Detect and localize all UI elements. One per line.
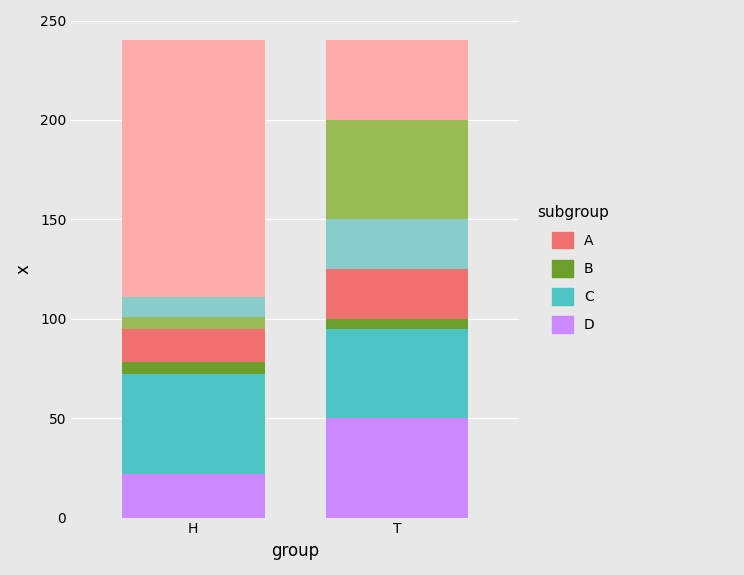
Bar <box>122 40 265 297</box>
Bar <box>122 362 265 374</box>
Bar <box>326 219 468 269</box>
Bar <box>326 319 468 329</box>
Bar <box>122 329 265 362</box>
Bar <box>122 297 265 317</box>
X-axis label: group: group <box>271 542 319 560</box>
Bar <box>122 317 265 329</box>
Bar <box>326 418 468 518</box>
Bar <box>326 40 468 120</box>
Bar <box>326 120 468 219</box>
Bar <box>122 474 265 518</box>
Bar <box>326 269 468 319</box>
Bar <box>122 374 265 474</box>
Legend: A, B, C, D: A, B, C, D <box>530 198 616 340</box>
Y-axis label: x: x <box>15 264 33 274</box>
Bar <box>326 329 468 418</box>
